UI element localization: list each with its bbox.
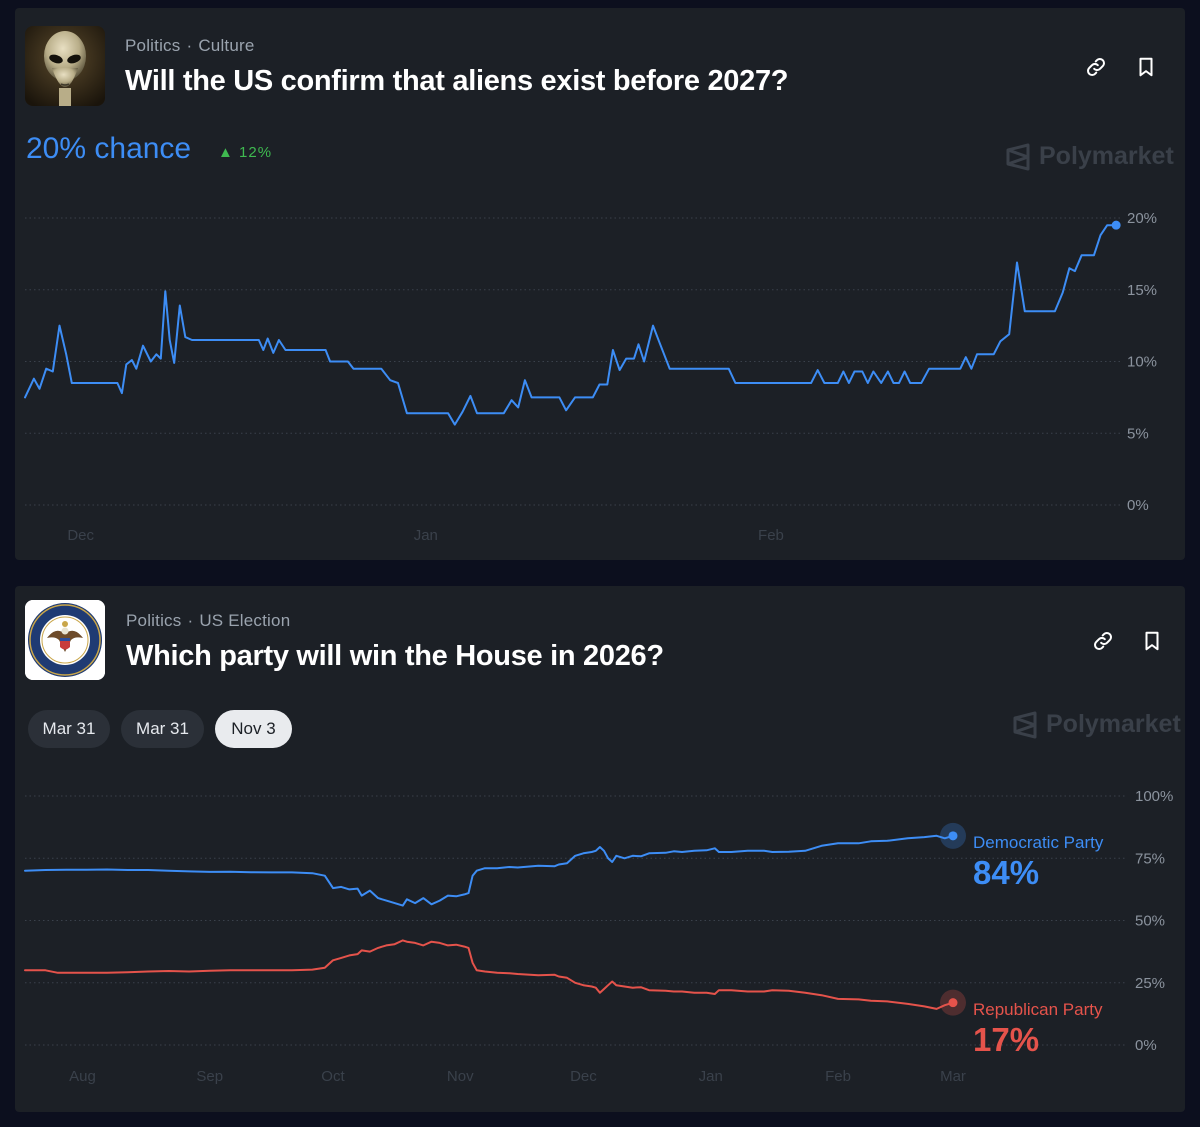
market-title[interactable]: Will the US confirm that aliens exist be…: [125, 65, 789, 97]
republican-series-label: Republican Party: [973, 1000, 1103, 1019]
x-tick-label: Aug: [69, 1068, 96, 1085]
x-tick-label: Dec: [570, 1068, 597, 1085]
date-tab-nov-3[interactable]: Nov 3: [215, 710, 292, 748]
democratic-series-label: Democratic Party: [973, 833, 1104, 852]
breadcrumb-item[interactable]: Politics: [125, 36, 181, 55]
change-value: 12%: [239, 144, 273, 161]
link-icon: [1094, 632, 1112, 650]
multi-line-chart-svg: 0% 25% 50% 75% 100% Aug Sep Oct Nov Dec Jan Feb Mar: [24, 788, 1173, 1085]
alien-face-icon: [25, 26, 105, 106]
democratic-series-value: 84%: [973, 854, 1040, 891]
copy-link-button[interactable]: [1088, 626, 1118, 656]
y-tick-label: 100%: [1135, 788, 1173, 805]
breadcrumb-item[interactable]: Culture: [198, 36, 255, 55]
series-line-1: [24, 834, 954, 907]
republican-series-value: 17%: [973, 1021, 1040, 1058]
bookmark-button[interactable]: [1137, 626, 1167, 656]
x-tick-label: Oct: [321, 1068, 345, 1085]
polymarket-logo-icon: [1006, 143, 1030, 170]
y-tick-label: 0%: [1135, 1037, 1157, 1054]
y-tick-label: 5%: [1127, 425, 1149, 442]
market-card-aliens: Politics · Culture Will the US confirm tha…: [15, 8, 1185, 560]
series-end-point: [1111, 220, 1121, 230]
line-chart-svg: 0% 5% 10% 15% 20% Dec Jan Feb: [24, 210, 1157, 544]
y-tick-label: 75%: [1135, 850, 1165, 867]
probability-chart: 0% 25% 50% 75% 100% Aug Sep Oct Nov Dec Jan Feb Mar: [15, 772, 1185, 1102]
breadcrumb-separator: ·: [186, 36, 193, 55]
brand-name: Polymarket: [1039, 142, 1174, 170]
y-tick-label: 0%: [1127, 497, 1149, 514]
date-tab-mar-31[interactable]: Mar 31: [28, 710, 110, 748]
x-tick-label: Jan: [699, 1068, 723, 1085]
x-tick-label: Nov: [447, 1068, 474, 1085]
probability-chart: 0% 5% 10% 15% 20% Dec Jan Feb: [15, 198, 1185, 553]
breadcrumb-separator: ·: [187, 611, 194, 630]
polymarket-watermark: Polymarket: [1012, 710, 1181, 739]
breadcrumb: Politics · US Election: [126, 611, 290, 631]
chance-value: 20% chance: [26, 132, 192, 165]
brand-name: Polymarket: [1046, 710, 1181, 738]
house-seal-icon: [25, 600, 105, 680]
y-tick-label: 15%: [1127, 282, 1157, 299]
x-tick-label: Sep: [196, 1068, 223, 1085]
bookmark-button[interactable]: [1131, 52, 1161, 82]
alien-thumbnail: [25, 26, 105, 106]
x-tick-label: Feb: [825, 1068, 851, 1085]
x-tick-label: Feb: [758, 527, 784, 544]
x-tick-label: Dec: [67, 527, 94, 544]
change-indicator: ▲ 12%: [218, 144, 272, 161]
copy-link-button[interactable]: [1081, 52, 1111, 82]
breadcrumb-item[interactable]: Politics: [126, 611, 182, 630]
market-title[interactable]: Which party will win the House in 2026?: [126, 640, 664, 672]
series-end-point: [948, 998, 958, 1008]
x-tick-label: Mar: [940, 1068, 966, 1085]
series-line-1: [24, 224, 1118, 426]
polymarket-watermark: Polymarket: [1005, 142, 1174, 171]
y-tick-label: 20%: [1127, 210, 1157, 227]
date-tab-mar-31-second[interactable]: Mar 31: [121, 710, 204, 748]
link-icon: [1087, 58, 1105, 76]
breadcrumb: Politics · Culture: [125, 36, 255, 56]
series-line-2: [24, 939, 954, 1010]
market-card-house: Politics · US Election Which party will wi…: [15, 586, 1185, 1112]
y-tick-label: 50%: [1135, 913, 1165, 930]
y-tick-label: 25%: [1135, 975, 1165, 992]
bookmark-icon: [1139, 57, 1153, 77]
breadcrumb-item[interactable]: US Election: [199, 611, 291, 630]
series-end-point: [948, 831, 958, 841]
triangle-up-icon: ▲: [218, 144, 234, 161]
y-tick-label: 10%: [1127, 354, 1157, 371]
x-tick-label: Jan: [414, 527, 438, 544]
bookmark-icon: [1145, 631, 1159, 651]
polymarket-logo-icon: [1013, 711, 1037, 738]
house-seal-thumbnail: [25, 600, 105, 680]
